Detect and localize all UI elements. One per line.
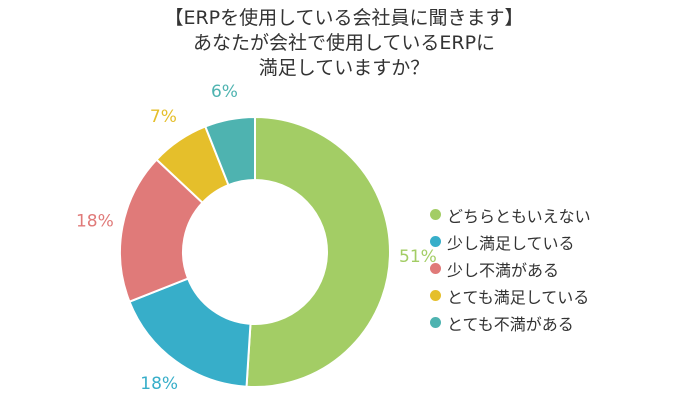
slice-label-5: 6% xyxy=(211,82,238,102)
legend-item-3: 少し不満がある xyxy=(430,255,591,282)
legend-item-5: とても不満がある xyxy=(430,309,591,336)
legend-item-4: とても満足している xyxy=(430,282,591,309)
chart-title: 【ERPを使用している会社員に聞きます】 あなたが会社で使用しているERPに 満… xyxy=(0,6,688,81)
donut-slice-1 xyxy=(245,115,391,388)
legend-item-2: 少し満足している xyxy=(430,228,591,255)
legend-label: とても満足している xyxy=(447,287,590,307)
slice-labels: 51% 18% 18% 7% 6% xyxy=(76,82,437,394)
legend-swatch xyxy=(430,209,441,220)
slice-label-2: 18% xyxy=(140,374,178,394)
title-line-3: 満足していますか？ xyxy=(258,57,430,79)
donut-slice-5 xyxy=(204,115,256,187)
slice-label-4: 7% xyxy=(150,107,177,127)
slice-label-1: 51% xyxy=(399,247,437,267)
legend-swatch xyxy=(430,263,441,274)
legend-label: どちらともいえない xyxy=(447,206,591,226)
legend-swatch xyxy=(430,236,441,247)
legend-swatch xyxy=(430,317,441,328)
slice-label-3: 18% xyxy=(76,211,114,231)
legend-label: 少し満足している xyxy=(447,233,575,253)
title-line-2: あなたが会社で使用しているERPに xyxy=(192,32,496,54)
donut-slices xyxy=(119,115,391,388)
legend-label: とても不満がある xyxy=(447,314,574,334)
legend: どちらともいえない 少し満足している 少し不満があるとても満足している とても不満があ… xyxy=(430,201,591,336)
legend-swatch xyxy=(430,290,441,301)
legend-label: 少し不満がある xyxy=(447,260,560,280)
legend-item-1: どちらともいえない xyxy=(430,201,591,228)
title-line-1: 【ERPを使用している会社員に聞きます】 xyxy=(164,7,524,29)
